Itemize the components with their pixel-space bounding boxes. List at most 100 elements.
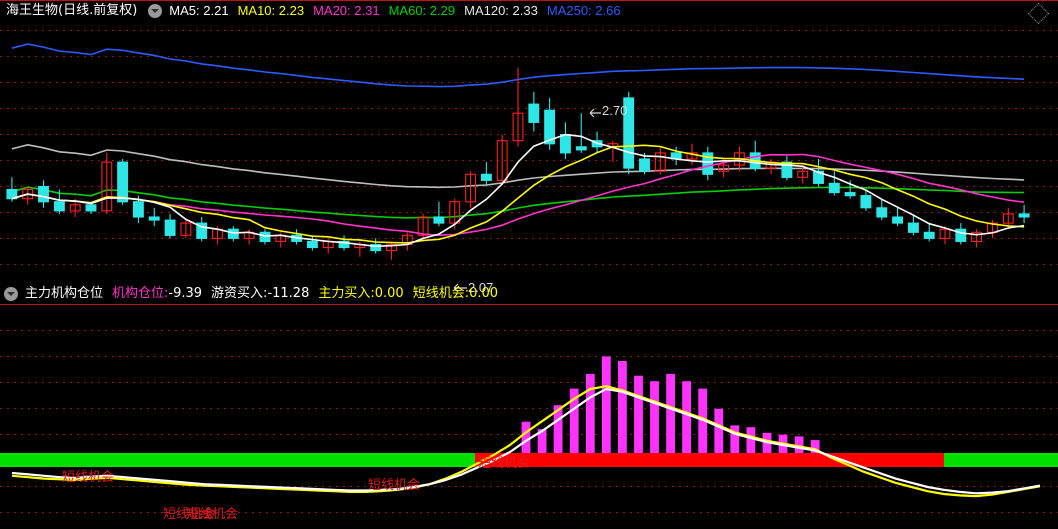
candlestick — [955, 223, 967, 245]
candlestick — [465, 171, 477, 208]
candlestick — [876, 198, 888, 221]
indicator-bar — [730, 425, 740, 453]
gridline — [0, 30, 1058, 31]
candlestick — [227, 226, 239, 242]
indicator-bar — [666, 373, 675, 453]
candlestick — [607, 140, 619, 163]
candlestick — [623, 91, 635, 175]
candlestick — [828, 171, 840, 196]
ma120-readout: MA120: 2.33 — [464, 1, 538, 21]
candlestick — [386, 241, 397, 260]
gridline — [0, 486, 1058, 487]
gridline — [0, 408, 1058, 409]
duanxian-jihui-annotation: 短线机会 — [478, 456, 531, 471]
gridline — [0, 160, 1058, 161]
ma-line-ma60 — [11, 186, 1025, 219]
ma10-label: MA10: — [237, 3, 276, 18]
youzi-mairu-label: 游资买入: — [211, 286, 268, 301]
gridline — [0, 512, 1058, 513]
candlestick — [180, 220, 192, 239]
ma10-value: 2.23 — [278, 3, 305, 18]
candlestick — [559, 122, 571, 159]
gridline — [0, 186, 1058, 187]
candlestick — [480, 162, 492, 187]
candlestick — [1018, 204, 1030, 224]
ma5-value: 2.21 — [203, 3, 229, 18]
indicator-signal-line — [11, 385, 1041, 498]
candlestick — [401, 232, 413, 251]
chevron-down-circle-icon[interactable] — [148, 4, 163, 18]
indicator-main-line — [11, 387, 1041, 495]
gridline — [0, 264, 1058, 265]
gridline — [0, 82, 1058, 83]
callout-arrow-icon — [589, 108, 601, 118]
gridline — [0, 382, 1058, 383]
price-callout-low-text: 2.07 — [468, 280, 494, 295]
duanxian-jihui-annotation: 短线机会 — [163, 507, 216, 522]
candlestick — [417, 213, 429, 242]
jigou-cangwei-label: 机构仓位: — [112, 286, 169, 301]
indicator-bar — [810, 440, 820, 453]
symbol-title: 海王生物(日线.前复权) — [6, 3, 138, 18]
indicator-plot — [0, 356, 1058, 498]
indicator-bar — [537, 429, 547, 453]
candlestick — [971, 229, 983, 248]
indicator-bar — [585, 373, 595, 453]
duanxian-jihui-annotation: 短线机会 — [368, 478, 421, 493]
candlestick — [259, 229, 271, 245]
indicator-header-bar: 主力机构仓位 机构仓位:-9.39 游资买入:-11.28 主力买入:0.00 … — [0, 284, 1058, 304]
duanxian-jihui-readout: 短线机会:0.00 — [413, 284, 498, 304]
candlestick — [765, 159, 777, 175]
candlestick — [164, 213, 176, 239]
ma120-value: 2.33 — [512, 3, 538, 18]
pane-separator — [0, 304, 1058, 305]
gridline — [0, 212, 1058, 213]
ma20-label: MA20: — [313, 3, 351, 18]
duanxian-jihui-annotation: 短线机会 — [186, 507, 239, 522]
candlestick — [923, 223, 935, 242]
candlestick — [101, 152, 113, 214]
duanxian-jihui-value: 0.00 — [469, 286, 499, 301]
candlestick — [38, 180, 49, 208]
candlestick — [654, 146, 666, 175]
candlestick — [892, 207, 904, 227]
ma10-readout: MA10: 2.23 — [238, 1, 305, 21]
candlestick — [433, 201, 445, 227]
indicator-pane[interactable]: 短线机会 短线机会 短线机会 短线机会 短线机会 — [0, 305, 1058, 529]
indicator-bar — [601, 356, 611, 453]
ma120-label: MA120: — [464, 3, 509, 18]
gridline — [0, 56, 1058, 57]
price-callout-low: 2.07 — [452, 280, 493, 295]
zero-band-green — [0, 453, 475, 467]
candlestick — [702, 146, 714, 181]
price-callout-high-text: 2.70 — [602, 103, 628, 118]
duanxian-jihui-annotation: 短线机会 — [62, 470, 115, 485]
price-candlestick-plot — [6, 43, 1030, 260]
jigou-cangwei-readout: 机构仓位:-9.39 — [112, 284, 202, 304]
ma5-label: MA5: — [169, 3, 200, 18]
jigou-cangwei-value: -9.39 — [168, 286, 203, 301]
zero-band-green — [944, 453, 1058, 467]
ma60-readout: MA60: 2.29 — [389, 1, 456, 21]
candlestick — [196, 217, 208, 242]
ma250-readout: MA250: 2.66 — [547, 1, 621, 21]
callout-arrow-icon — [453, 283, 467, 293]
gridline — [0, 134, 1058, 135]
indicator-bar — [569, 388, 579, 453]
candlestick — [306, 235, 318, 251]
candlestick — [53, 189, 65, 214]
ma20-value: 2.31 — [354, 3, 380, 18]
chevron-down-circle-icon[interactable] — [4, 287, 18, 301]
indicator-bar — [634, 375, 643, 453]
ma250-label: MA250: — [546, 3, 592, 18]
price-chart-pane[interactable]: 2.70 2.07 — [0, 21, 1058, 295]
indicator-bar — [682, 381, 691, 453]
price-header-bar: 海王生物(日线.前复权) MA5: 2.21 MA10: 2.23 MA20: … — [0, 1, 1058, 21]
gridline — [0, 356, 1058, 357]
candlestick — [575, 113, 587, 153]
window-top-rule — [0, 0, 1058, 1]
indicator-bar — [521, 421, 531, 453]
candlestick — [544, 97, 556, 150]
ma-line-ma20 — [11, 153, 1025, 237]
